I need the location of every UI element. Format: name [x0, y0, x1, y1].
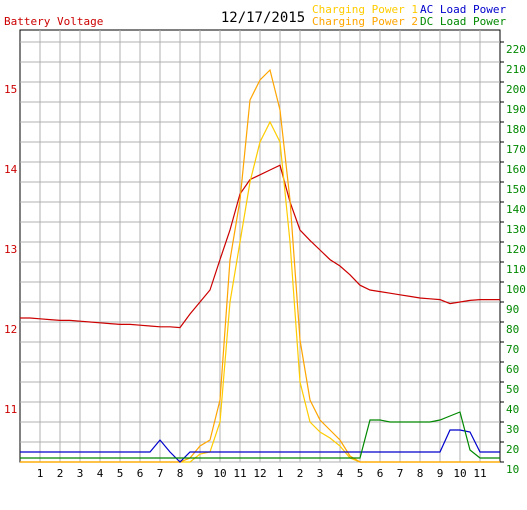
- y2-tick-label: 30: [506, 423, 519, 436]
- x-tick-label: 4: [97, 467, 104, 480]
- y-tick-label: 12: [4, 323, 17, 336]
- x-tick-label: 5: [357, 467, 364, 480]
- x-tick-label: 7: [397, 467, 404, 480]
- y2-tick-label: 100: [506, 283, 526, 296]
- y2-tick-label: 160: [506, 163, 526, 176]
- x-tick-label: 2: [297, 467, 304, 480]
- legend-entry: Charging Power 1: [312, 3, 418, 16]
- y2-tick-label: 20: [506, 443, 519, 456]
- y2-tick-label: 120: [506, 243, 526, 256]
- y2-tick-label: 110: [506, 263, 526, 276]
- y2-tick-label: 80: [506, 323, 519, 336]
- series-line: [20, 411, 500, 459]
- y2-tick-label: 190: [506, 103, 526, 116]
- legend-entry: Charging Power 2: [312, 15, 418, 28]
- y2-tick-label: 130: [506, 223, 526, 236]
- x-tick-label: 7: [157, 467, 164, 480]
- y2-tick-label: 200: [506, 83, 526, 96]
- series-line: [20, 164, 500, 329]
- x-tick-label: 12: [253, 467, 266, 480]
- x-tick-label: 5: [117, 467, 124, 480]
- y2-tick-label: 70: [506, 343, 519, 356]
- y2-tick-label: 150: [506, 183, 526, 196]
- y-tick-label: 11: [4, 403, 17, 416]
- x-tick-label: 3: [317, 467, 324, 480]
- series-line: [20, 68, 500, 463]
- y2-tick-label: 210: [506, 63, 526, 76]
- legend-entry: DC Load Power: [420, 15, 506, 28]
- y2-tick-label: 180: [506, 123, 526, 136]
- y2-tick-label: 10: [506, 463, 519, 476]
- x-tick-label: 3: [77, 467, 84, 480]
- y2-tick-label: 60: [506, 363, 519, 376]
- x-tick-label: 8: [417, 467, 424, 480]
- y2-tick-label: 90: [506, 303, 519, 316]
- y2-tick-label: 140: [506, 203, 526, 216]
- x-tick-label: 1: [277, 467, 284, 480]
- x-tick-label: 2: [57, 467, 64, 480]
- legend-entry: AC Load Power: [420, 3, 506, 16]
- y2-tick-label: 170: [506, 143, 526, 156]
- x-tick-label: 10: [453, 467, 466, 480]
- x-tick-label: 10: [213, 467, 226, 480]
- y2-tick-label: 220: [506, 43, 526, 56]
- x-tick-label: 9: [197, 467, 204, 480]
- x-tick-label: 6: [377, 467, 384, 480]
- x-tick-label: 4: [337, 467, 344, 480]
- y-tick-label: 14: [4, 163, 18, 176]
- x-tick-label: 11: [473, 467, 486, 480]
- x-tick-label: 11: [233, 467, 246, 480]
- x-tick-label: 1: [37, 467, 44, 480]
- legend-entry: Battery Voltage: [4, 15, 103, 28]
- chart-title: 12/17/2015: [221, 10, 305, 26]
- x-tick-label: 8: [177, 467, 184, 480]
- y-tick-label: 15: [4, 83, 17, 96]
- y2-tick-label: 40: [506, 403, 519, 416]
- y2-tick-label: 50: [506, 383, 519, 396]
- x-tick-label: 6: [137, 467, 144, 480]
- series-line: [20, 429, 500, 463]
- x-tick-label: 9: [437, 467, 444, 480]
- y-tick-label: 13: [4, 243, 17, 256]
